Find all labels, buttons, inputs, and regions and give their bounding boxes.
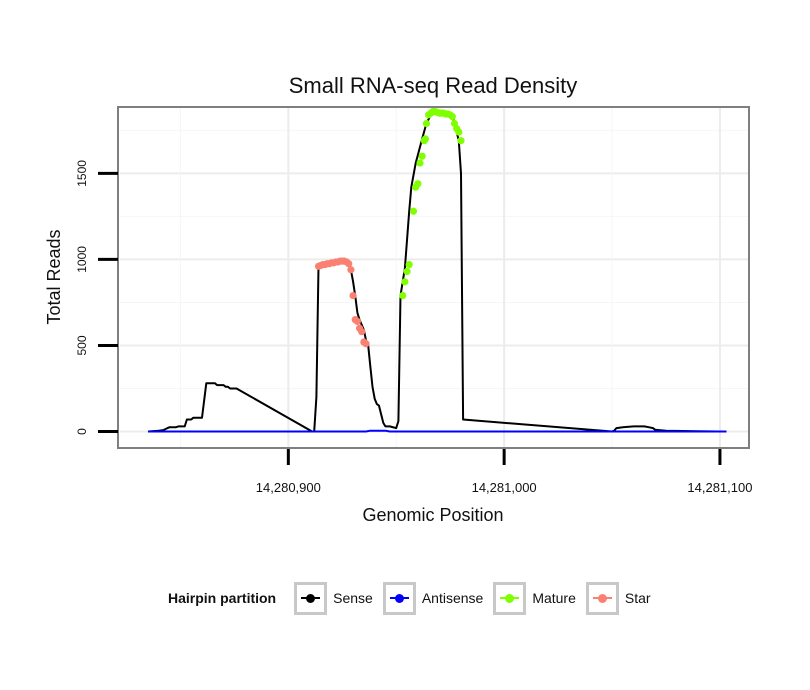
legend-item-antisense: Antisense [382, 581, 484, 615]
point-mature-6 [414, 180, 422, 188]
y-axis-label: Total Reads [44, 229, 64, 324]
plot-grid [120, 108, 748, 447]
y-tick-label-1: 500 [75, 335, 89, 355]
legend-label-sense: Sense [333, 590, 373, 606]
point-mature-2 [403, 267, 411, 276]
point-mature-1 [401, 278, 409, 286]
y-tick-label-2: 1000 [75, 246, 89, 273]
legend: Hairpin partition Sense Antisense Mature… [168, 580, 661, 616]
point-star-18 [353, 317, 361, 325]
point-mature-26 [455, 128, 463, 136]
legend-key-sense [294, 581, 328, 615]
y-tick-label-3: 1500 [75, 160, 89, 187]
legend-dot-sense [306, 593, 316, 603]
legend-key-antisense [382, 581, 416, 615]
x-tick-label-2: 14,281,100 [687, 480, 752, 495]
plot-background [120, 108, 748, 447]
legend-item-mature: Mature [493, 581, 576, 615]
x-axis: 14,280,900 14,281,000 14,281,100 [256, 449, 752, 495]
legend-label-antisense: Antisense [421, 590, 484, 606]
point-star-22 [362, 340, 370, 348]
point-mature-27 [457, 137, 465, 145]
point-mature-10 [421, 135, 429, 143]
legend-key-star [585, 581, 619, 615]
x-axis-label: Genomic Position [362, 505, 503, 525]
y-axis: 0 500 1000 1500 [75, 160, 118, 435]
point-mature-0 [399, 291, 407, 300]
point-mature-11 [422, 119, 431, 128]
series-layer [148, 107, 727, 433]
point-star-14 [345, 260, 353, 268]
legend-dot-antisense [394, 593, 404, 603]
point-mature-23 [448, 113, 456, 121]
point-star-15 [347, 266, 355, 274]
legend-item-sense: Sense [294, 581, 373, 615]
legend-label-star: Star [624, 590, 651, 606]
point-star-16 [349, 291, 357, 300]
legend-title: Hairpin partition [168, 590, 277, 606]
point-mature-8 [418, 152, 426, 160]
point-mature-4 [409, 207, 418, 215]
point-star-20 [358, 328, 366, 336]
point-mature-3 [405, 260, 413, 269]
y-tick-label-0: 0 [75, 428, 89, 435]
x-tick-label-0: 14,280,900 [256, 480, 321, 495]
point-mature-7 [416, 159, 424, 167]
x-tick-label-1: 14,281,000 [472, 480, 537, 495]
series-line-antisense [148, 429, 727, 433]
legend-dot-mature [505, 593, 515, 603]
legend-item-star: Star [585, 581, 651, 615]
legend-key-mature [493, 581, 527, 615]
chart-title: Small RNA-seq Read Density [289, 73, 578, 98]
legend-dot-star [597, 593, 607, 603]
plot-panel-border [117, 106, 750, 449]
series-line-sense [148, 110, 727, 433]
legend-label-mature: Mature [532, 590, 576, 606]
